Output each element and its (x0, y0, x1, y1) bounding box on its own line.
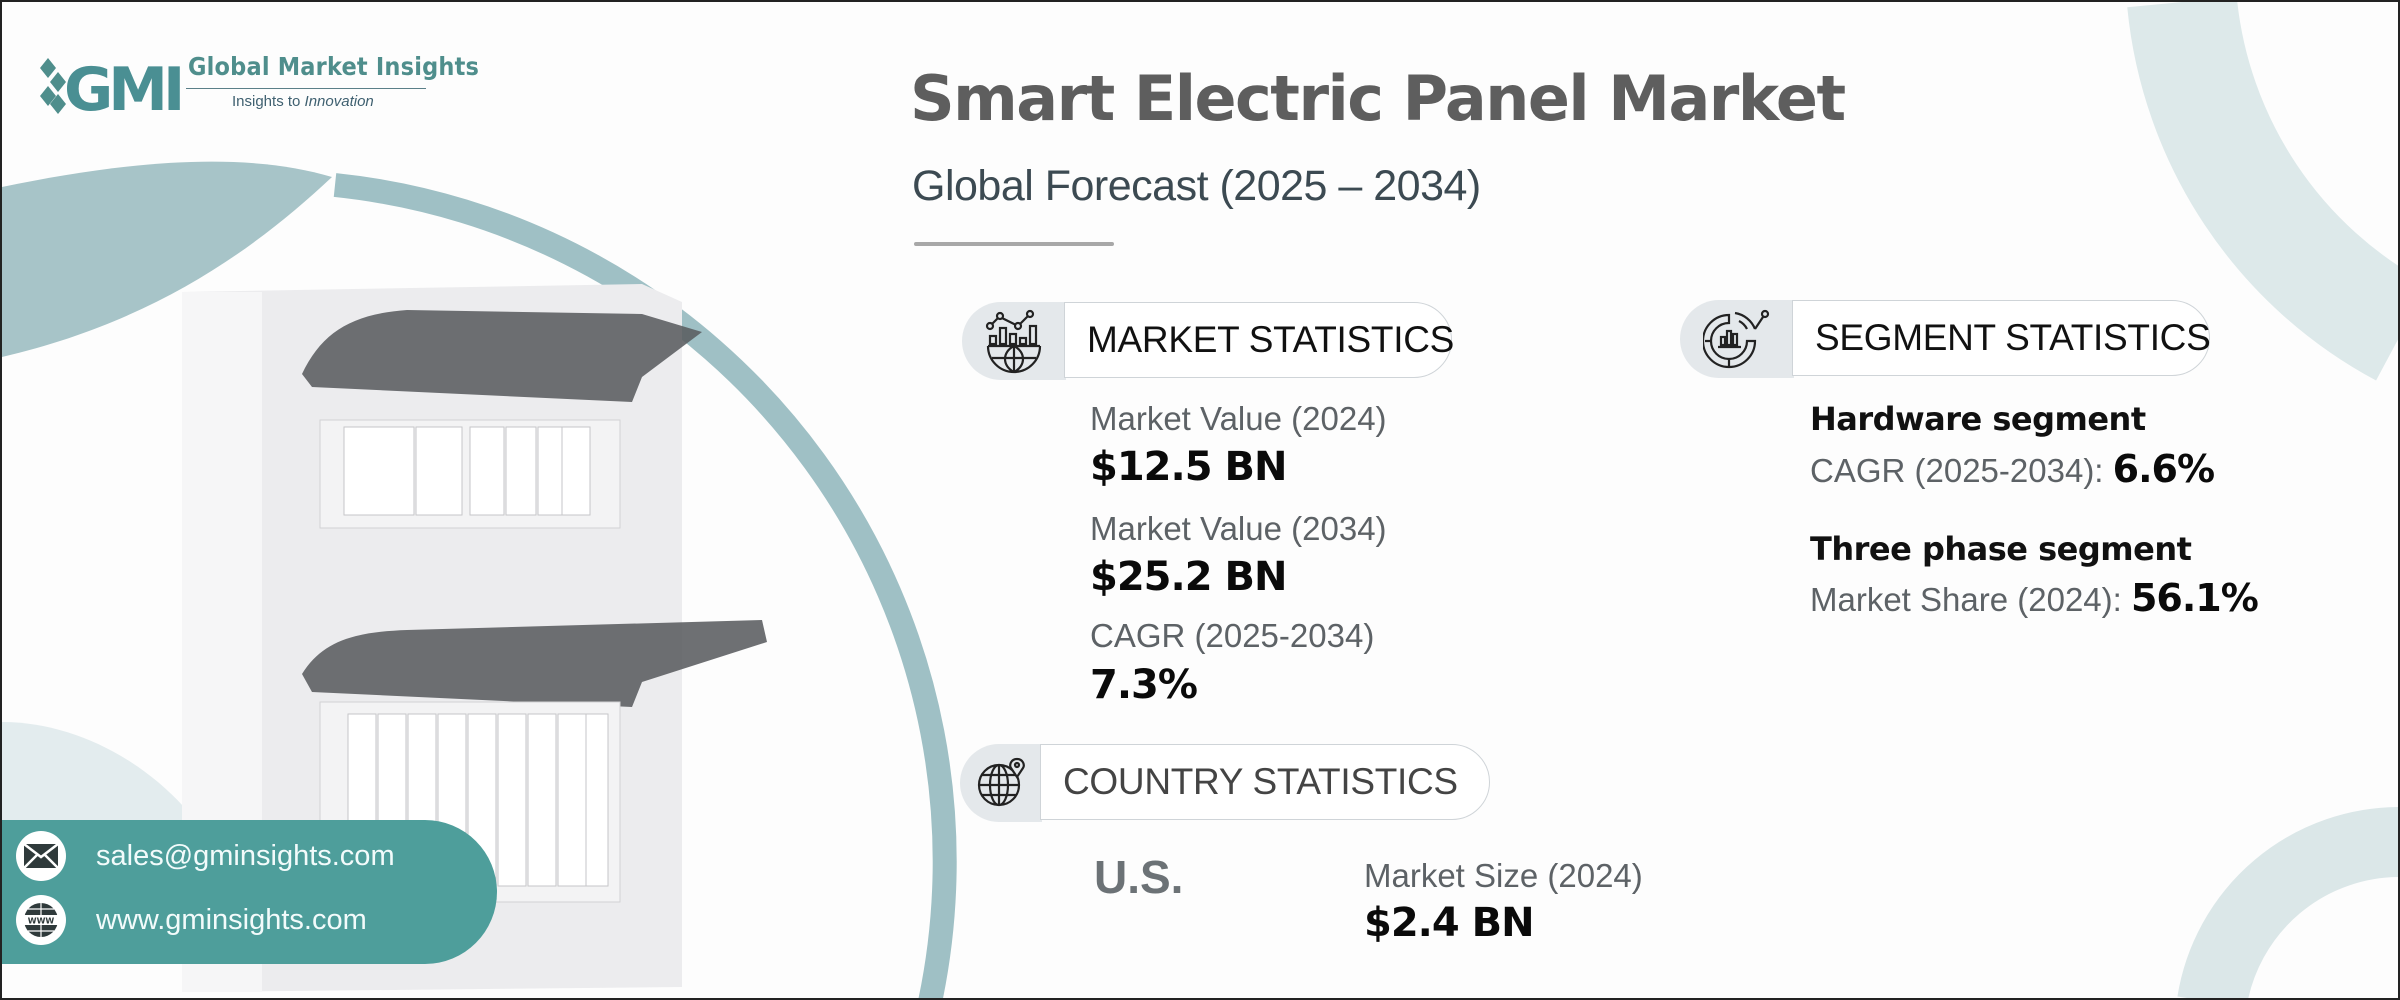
cagr-label: CAGR (2025-2034) (1090, 617, 1375, 654)
market-value-2024-label: Market Value (2024) (1090, 400, 1387, 437)
svg-text:WWW: WWW (28, 917, 55, 926)
globe-www-icon: WWW (16, 895, 66, 945)
three-phase-segment-metric: Market Share (2024): 56.1% (1810, 576, 2259, 620)
website-link[interactable]: WWW www.gminsights.com (16, 894, 367, 946)
market-value-2034-label: Market Value (2034) (1090, 510, 1387, 547)
pie-chart-icon (1680, 300, 1794, 378)
segment-statistics-heading: SEGMENT STATISTICS (1792, 300, 2211, 376)
svg-text:GMI: GMI (64, 55, 180, 116)
gmi-logo-mark-icon: GMI (40, 55, 181, 116)
market-statistics-heading: MARKET STATISTICS (1064, 302, 1454, 378)
brand-name: Global Market Insights (188, 52, 480, 81)
teal-blob-shape (2, 161, 332, 357)
contact-bar: sales@gminsights.com WWW www.gminsights.… (2, 820, 497, 964)
market-value-2024-value: $12.5 BN (1090, 444, 1287, 490)
logo-divider (186, 88, 426, 89)
faint-arc-top-right (2127, 2, 2398, 381)
title-underline (914, 242, 1114, 246)
market-value-2034-value: $25.2 BN (1090, 554, 1287, 600)
gmi-logo[interactable]: GMI Global Market Insights Insights to I… (36, 52, 479, 116)
envelope-icon (16, 831, 66, 881)
segment-statistics-header: SEGMENT STATISTICS (1680, 300, 2211, 378)
page-subtitle: Global Forecast (2025 – 2034) (912, 162, 1481, 210)
page-title: Smart Electric Panel Market (910, 62, 1846, 135)
hardware-metric-label: CAGR (2025-2034): (1810, 452, 2113, 489)
country-statistics-heading: COUNTRY STATISTICS (1040, 744, 1490, 820)
website-text[interactable]: www.gminsights.com (96, 903, 367, 936)
hardware-segment-name: Hardware segment (1810, 400, 2146, 438)
email-text[interactable]: sales@gminsights.com (96, 839, 395, 872)
email-link[interactable]: sales@gminsights.com (16, 830, 395, 882)
brand-tagline: Insights to Innovation (232, 93, 374, 110)
faint-arc-bottom-right (2177, 807, 2398, 998)
chart-globe-icon (962, 302, 1066, 380)
teal-arc-shape (333, 173, 957, 998)
globe-pin-icon (960, 744, 1042, 822)
three-phase-segment-name: Three phase segment (1810, 530, 2192, 568)
country-statistics-header: COUNTRY STATISTICS (960, 744, 1490, 822)
three-phase-metric-value: 56.1% (2130, 576, 2259, 620)
country-metric-value: $2.4 BN (1364, 900, 1535, 946)
cagr-value: 7.3% (1090, 662, 1198, 708)
country-metric-label: Market Size (2024) (1364, 857, 1643, 894)
hardware-segment-metric: CAGR (2025-2034): 6.6% (1810, 447, 2215, 491)
hardware-metric-value: 6.6% (2112, 447, 2215, 491)
country-name: U.S. (1094, 851, 1184, 903)
tagline-emphasis: Innovation (304, 93, 374, 110)
tagline-prefix: Insights to (232, 93, 305, 110)
three-phase-metric-label: Market Share (2024): (1810, 581, 2131, 618)
market-statistics-header: MARKET STATISTICS (962, 302, 1492, 380)
